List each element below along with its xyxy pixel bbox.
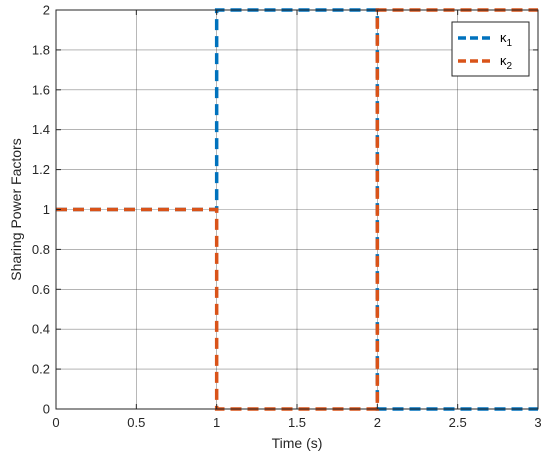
y-tick-label: 0.4 [32, 322, 50, 337]
y-tick-label: 1 [43, 202, 50, 217]
x-tick-label: 0 [52, 415, 59, 430]
legend-label-subscript: 1 [507, 38, 513, 49]
legend-label: κ1 [500, 30, 513, 49]
y-tick-label: 1.4 [32, 122, 50, 137]
legend-label-base: κ [500, 30, 507, 45]
x-axis-label: Time (s) [272, 435, 323, 451]
legend-label-subscript: 2 [507, 61, 513, 72]
y-tick-label: 0 [43, 402, 50, 417]
y-tick-label: 2 [43, 3, 50, 18]
y-tick-label: 0.6 [32, 282, 50, 297]
y-tick-label: 0.8 [32, 242, 50, 257]
y-tick-label: 1.6 [32, 82, 50, 97]
x-tick-label: 2.5 [449, 415, 467, 430]
y-tick-label: 0.2 [32, 362, 50, 377]
legend-entry-1: κ1 [458, 30, 513, 49]
y-axis-label: Sharing Power Factors [8, 138, 24, 280]
legend-label: κ2 [500, 53, 513, 72]
legend-entry-2: κ2 [458, 53, 513, 72]
x-tick-label: 1 [213, 415, 220, 430]
x-tick-label: 3 [534, 415, 541, 430]
x-tick-label: 1.5 [288, 415, 306, 430]
x-tick-label: 2 [374, 415, 381, 430]
axis-ticks: 0 0.5 1 1.5 2 2.5 3 0 0.2 0.4 0.6 0.8 1 1.2 1.4 1.6 1.8 2 [32, 3, 542, 431]
y-tick-label: 1.8 [32, 42, 50, 57]
legend-label-base: κ [500, 53, 507, 68]
legend-box [451, 21, 530, 77]
x-tick-label: 0.5 [127, 415, 145, 430]
y-tick-label: 1.2 [32, 162, 50, 177]
